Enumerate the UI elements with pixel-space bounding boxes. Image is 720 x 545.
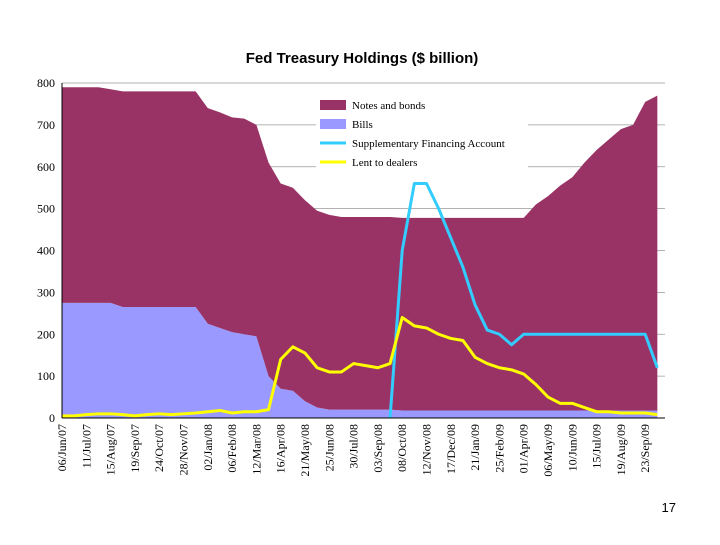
y-tick-label: 500 xyxy=(37,202,55,216)
x-tick-label: 01/Apr/09 xyxy=(517,424,531,473)
x-tick-label: 21/May/08 xyxy=(298,424,312,477)
x-tick-label: 16/Apr/08 xyxy=(274,424,288,473)
x-tick-label: 15/Jul/09 xyxy=(590,424,604,469)
x-tick-label: 25/Jun/08 xyxy=(322,424,336,471)
legend-label: Lent to dealers xyxy=(352,157,417,169)
x-tick-label: 30/Jul/08 xyxy=(347,424,361,469)
page-number: 17 xyxy=(662,500,676,515)
y-tick-label: 0 xyxy=(49,411,55,425)
x-tick-label: 12/Mar/08 xyxy=(249,424,263,475)
x-tick-label: 15/Aug/07 xyxy=(104,424,118,475)
x-tick-label: 03/Sep/08 xyxy=(371,424,385,473)
y-tick-label: 300 xyxy=(37,285,55,299)
legend-label: Bills xyxy=(352,119,373,131)
x-tick-label: 21/Jan/09 xyxy=(468,424,482,471)
x-tick-label: 12/Nov/08 xyxy=(420,424,434,475)
x-tick-label: 19/Sep/07 xyxy=(128,424,142,473)
y-tick-label: 700 xyxy=(37,118,55,132)
legend-swatch xyxy=(320,119,346,129)
x-tick-label: 24/Oct/07 xyxy=(152,424,166,472)
chart-title: Fed Treasury Holdings ($ billion) xyxy=(246,50,479,67)
area xyxy=(62,302,658,418)
x-tick-label: 10/Jun/09 xyxy=(565,424,579,471)
y-tick-label: 400 xyxy=(37,244,55,258)
legend-label: Supplementary Financing Account xyxy=(352,138,505,150)
x-tick-label: 17/Dec/08 xyxy=(444,424,458,474)
line xyxy=(388,182,659,419)
area xyxy=(62,87,658,411)
y-tick-label: 100 xyxy=(37,369,55,383)
x-tick-label: 28/Nov/07 xyxy=(177,424,191,475)
x-tick-label: 11/Jul/07 xyxy=(79,424,93,468)
x-tick-label: 23/Sep/09 xyxy=(638,424,652,473)
x-tick-label: 06/Jun/07 xyxy=(55,424,69,471)
x-tick-label: 25/Feb/09 xyxy=(492,424,506,473)
y-tick-label: 200 xyxy=(37,327,55,341)
x-tick-label: 06/May/09 xyxy=(541,424,555,477)
y-tick-label: 600 xyxy=(37,160,55,174)
x-tick-label: 02/Jan/08 xyxy=(201,424,215,471)
y-tick-label: 800 xyxy=(37,76,55,90)
legend-swatch xyxy=(320,100,346,110)
x-tick-label: 06/Feb/08 xyxy=(225,424,239,473)
line xyxy=(62,316,658,418)
x-tick-label: 19/Aug/09 xyxy=(614,424,628,475)
legend-box xyxy=(316,93,528,175)
legend-label: Notes and bonds xyxy=(352,100,425,112)
x-tick-label: 08/Oct/08 xyxy=(395,424,409,472)
